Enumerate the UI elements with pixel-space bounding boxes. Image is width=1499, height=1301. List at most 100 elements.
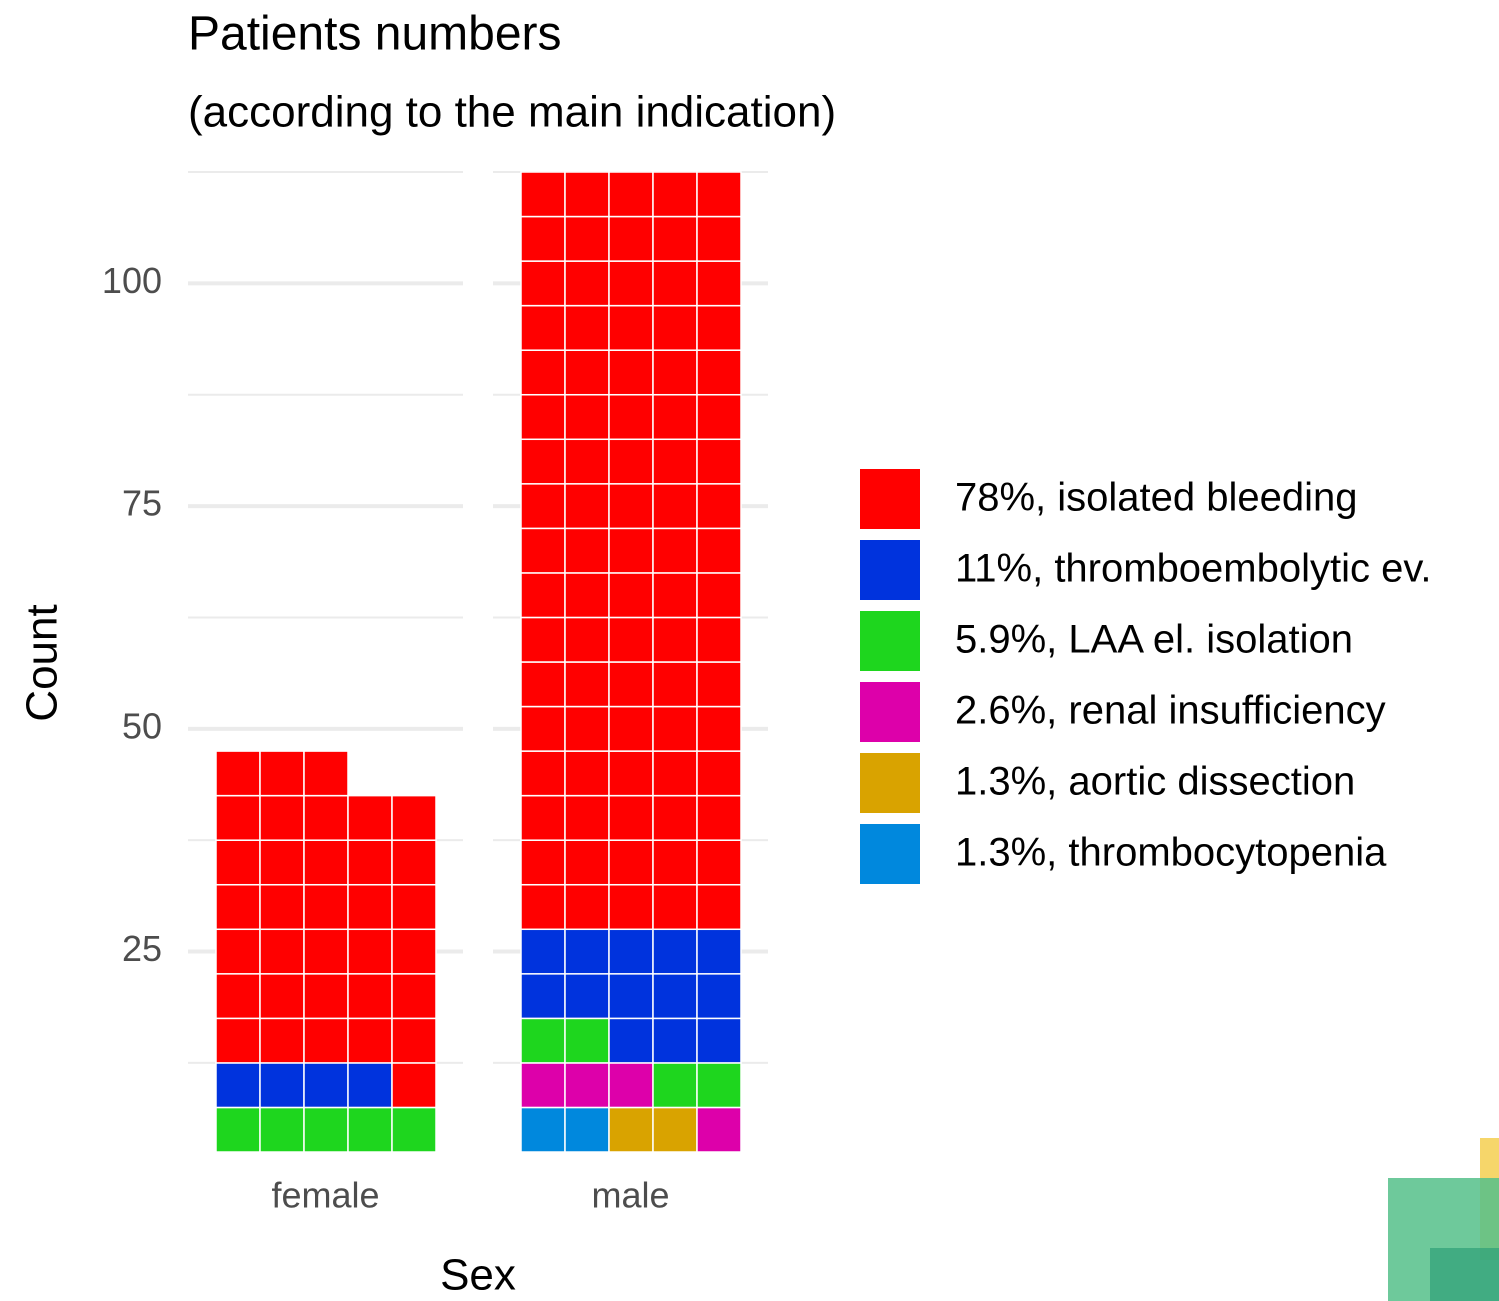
tile [520, 215, 566, 262]
tile [347, 1062, 393, 1109]
tile [215, 883, 261, 931]
tile [608, 572, 654, 619]
legend-swatch [860, 753, 920, 813]
tile [652, 349, 698, 396]
tile [696, 572, 742, 619]
tile [652, 661, 698, 708]
tile [520, 973, 566, 1020]
tile [520, 750, 566, 797]
tile [303, 750, 349, 797]
tile [608, 1106, 654, 1153]
tile [259, 1106, 305, 1153]
tile [696, 616, 742, 663]
tile [608, 750, 654, 797]
tile [652, 438, 698, 485]
tile [259, 1062, 305, 1109]
x-tick-label: male [591, 1175, 669, 1216]
tile [652, 572, 698, 619]
tile [564, 527, 610, 574]
tile [608, 438, 654, 485]
tile [564, 215, 610, 262]
tile [696, 928, 742, 975]
tile [215, 750, 261, 797]
tile [520, 438, 566, 485]
y-tick-label: 50 [122, 705, 162, 746]
tile [608, 1062, 654, 1109]
legend-label: 5.9%, LAA el. isolation [955, 618, 1353, 662]
tile [259, 928, 305, 975]
tile [608, 883, 654, 931]
tile [259, 794, 305, 841]
tile [608, 928, 654, 975]
tile [564, 705, 610, 752]
tile [696, 661, 742, 708]
x-axis-label: Sex [440, 1251, 516, 1300]
tile [652, 750, 698, 797]
tile [652, 928, 698, 975]
tile [520, 483, 566, 530]
tile [696, 883, 742, 931]
tile [608, 215, 654, 262]
tile [696, 794, 742, 841]
tile [215, 1062, 261, 1109]
tile [215, 928, 261, 975]
tile [696, 260, 742, 307]
tile [520, 1106, 566, 1153]
chart-title: Patients numbers [188, 8, 562, 61]
tile [520, 349, 566, 396]
tile [520, 171, 566, 218]
tile [564, 349, 610, 396]
tile [520, 260, 566, 307]
tile [259, 839, 305, 886]
legend-label: 2.6%, renal insufficiency [955, 689, 1386, 733]
tile [391, 1017, 437, 1064]
tile [564, 616, 610, 663]
tile [696, 973, 742, 1020]
tile [608, 616, 654, 663]
tile [652, 973, 698, 1020]
chart-subtitle: (according to the main indication) [188, 88, 836, 137]
tile [215, 794, 261, 841]
tile [564, 572, 610, 619]
tile [696, 393, 742, 441]
tile [696, 483, 742, 530]
tile [564, 794, 610, 841]
tile [520, 1062, 566, 1109]
tile [696, 438, 742, 485]
tile [652, 215, 698, 262]
tile [652, 883, 698, 931]
x-tick-label: female [271, 1175, 379, 1216]
tile [520, 839, 566, 886]
tile [608, 527, 654, 574]
tile [215, 839, 261, 886]
tile [303, 794, 349, 841]
y-tick-label: 75 [122, 483, 162, 524]
tile [303, 973, 349, 1020]
legend-swatch [860, 682, 920, 742]
tile [303, 883, 349, 931]
tile [564, 928, 610, 975]
tile [608, 483, 654, 530]
tile [391, 1106, 437, 1153]
legend-swatch [860, 469, 920, 529]
tile [564, 438, 610, 485]
tile [564, 1062, 610, 1109]
tile [696, 1062, 742, 1109]
tile [347, 928, 393, 975]
tile [564, 483, 610, 530]
tile [608, 1017, 654, 1064]
tile [520, 304, 566, 351]
tile [652, 1106, 698, 1153]
tile [520, 572, 566, 619]
tile [696, 705, 742, 752]
tile [564, 1017, 610, 1064]
tile [259, 973, 305, 1020]
tile [520, 661, 566, 708]
y-tick-label: 25 [122, 928, 162, 969]
logo [1388, 1138, 1499, 1301]
y-axis-label: Count [18, 604, 67, 721]
legend-swatch [860, 824, 920, 884]
tile [303, 1106, 349, 1153]
tile [564, 1106, 610, 1153]
